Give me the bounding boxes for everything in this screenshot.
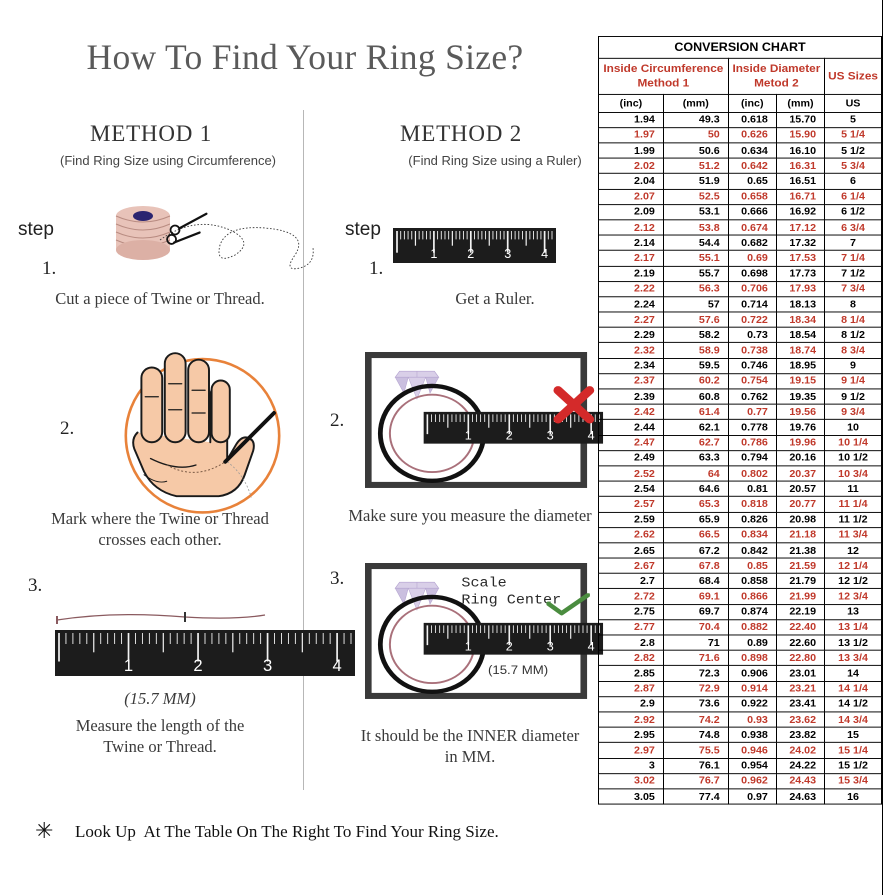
svg-text:4: 4 [588, 429, 595, 442]
svg-text:3: 3 [547, 640, 554, 653]
svg-text:1: 1 [465, 429, 472, 442]
svg-text:4: 4 [541, 247, 548, 261]
svg-text:2: 2 [467, 247, 474, 261]
svg-text:3: 3 [547, 429, 554, 442]
svg-text:3: 3 [504, 247, 511, 261]
svg-text:1: 1 [465, 640, 472, 653]
svg-text:2: 2 [506, 640, 513, 653]
svg-text:2: 2 [506, 429, 513, 442]
svg-text:1: 1 [124, 656, 133, 675]
svg-text:4: 4 [332, 656, 341, 675]
svg-text:1: 1 [430, 247, 437, 261]
svg-text:3: 3 [263, 656, 272, 675]
svg-text:4: 4 [588, 640, 595, 653]
svg-text:2: 2 [193, 656, 202, 675]
